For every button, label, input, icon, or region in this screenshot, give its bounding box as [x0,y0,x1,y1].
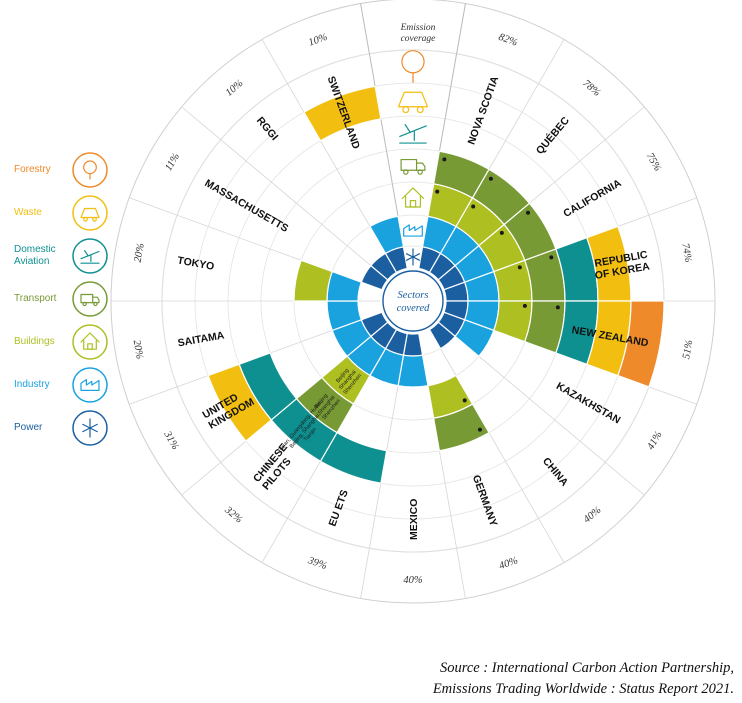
transport-icon [72,281,108,317]
legend-item-power: Power [8,408,118,448]
coverage-value: 11% [163,151,182,173]
transport-icon [400,158,426,175]
coverage-value: 10% [224,78,246,99]
legend-item-buildings: Buildings [8,322,118,362]
buildings-icon [72,324,108,360]
jurisdiction-name: CHINA [540,455,571,489]
grid-spoke-7 [429,329,565,563]
icon-column [397,50,429,266]
jurisdiction-name-line: MASSACHUSETTS [203,177,291,235]
jurisdiction-name: KAZAKHSTAN [554,380,622,426]
legend-label: Power [14,422,43,433]
jurisdiction-name-line: TOKYO [176,255,215,273]
legend-item-transport: Transport [8,279,118,319]
cell-buildings [293,259,333,302]
coverage-value: 82% [497,32,519,49]
industry-icon [72,367,108,403]
scope-asterisk [442,157,447,162]
sector-cells [207,50,665,484]
coverage-value: 40% [498,555,520,572]
legend-item-waste: Waste [8,193,118,233]
coverage-value: 40% [582,505,604,526]
jurisdiction-name-line: KAZAKHSTAN [554,380,622,426]
power-icon [72,410,108,446]
legend-label: Forestry [14,164,51,175]
legend-label: Waste [14,207,42,218]
scope-asterisk [488,176,493,181]
jurisdiction-name: QUÉBEC [533,114,572,157]
grid-spoke-15 [181,106,388,281]
jurisdiction-name-line: EU ETS [327,488,351,528]
coverage-value: 31% [161,429,181,452]
scope-asterisk [462,398,467,403]
scope-asterisk [526,210,531,215]
aviation-icon [399,123,427,144]
scope-asterisk [517,265,522,270]
cell-industry [369,215,405,255]
center-group: Sectors covered [382,270,444,332]
legend-label: Transport [14,293,57,304]
jurisdiction-name: SAITAMA [177,329,226,349]
coverage-value: 39% [306,555,329,572]
legend-label: Domestic Aviation [14,244,56,267]
legend-item-industry: Industry [8,365,118,405]
coverage-value: 20% [131,339,145,360]
cell-industry [326,270,363,302]
center-label: covered [397,303,431,314]
aviation-icon [72,238,108,274]
scope-asterisk [499,230,504,235]
coverage-value: 32% [222,504,245,526]
forestry-icon [401,50,425,83]
scope-asterisk [549,255,554,260]
source-note: Source : International Carbon Action Par… [433,658,734,700]
forestry-icon [72,152,108,188]
jurisdiction-name-line: CALIFORNIA [561,177,623,220]
jurisdiction-name: GERMANY [470,473,500,528]
scope-asterisk [471,204,476,209]
scope-asterisk [477,427,482,432]
cell-waste [207,363,273,442]
scope-asterisk [555,305,560,310]
center-label: Sectors [398,290,429,301]
industry-icon [403,224,423,237]
jurisdiction-name: EU ETS [327,488,351,528]
cell-forestry [617,300,665,388]
scope-asterisk [522,303,527,308]
power-icon [405,248,421,266]
waste-icon [397,91,429,114]
cell-power [428,321,456,350]
legend-item-forestry: Forestry [8,150,118,190]
coverage-header: coverage [401,34,436,44]
center-circle [382,270,444,332]
cell-waste [303,85,382,142]
coverage-value: 10% [307,32,329,49]
source-line-1: Source : International Carbon Action Par… [439,660,734,676]
jurisdiction-name-line: CHINA [540,455,571,489]
coverage-value: 41% [645,429,664,451]
cell-transport [432,403,490,452]
coverage-value: 78% [580,78,602,99]
jurisdiction-name-line: QUÉBEC [533,114,572,157]
coverage-value: 75% [644,151,663,173]
jurisdiction-name: MASSACHUSETTS [203,177,291,235]
buildings-icon [401,187,425,208]
jurisdiction-name: MEXICO [408,499,420,540]
source-line-2: Emissions Trading Worldwide : Status Rep… [432,681,734,697]
waste-icon [72,195,108,231]
jurisdiction-name-line: GERMANY [470,473,500,528]
jurisdiction-name-line: SAITAMA [177,329,226,349]
legend-item-domestic-aviation: Domestic Aviation [8,236,118,276]
coverage-value: 40% [403,575,423,586]
coverage-value: 74% [679,242,693,263]
coverage-value: 20% [133,242,147,263]
legend-label: Buildings [14,336,55,347]
coverage-header: Emission [400,23,436,33]
jurisdiction-name-line: MEXICO [408,499,420,540]
coverage-value: 51% [681,339,695,360]
jurisdiction-name: TOKYO [176,255,215,273]
jurisdiction-name: CALIFORNIA [561,177,623,220]
legend-label: Industry [14,379,50,390]
scope-asterisk [435,189,440,194]
